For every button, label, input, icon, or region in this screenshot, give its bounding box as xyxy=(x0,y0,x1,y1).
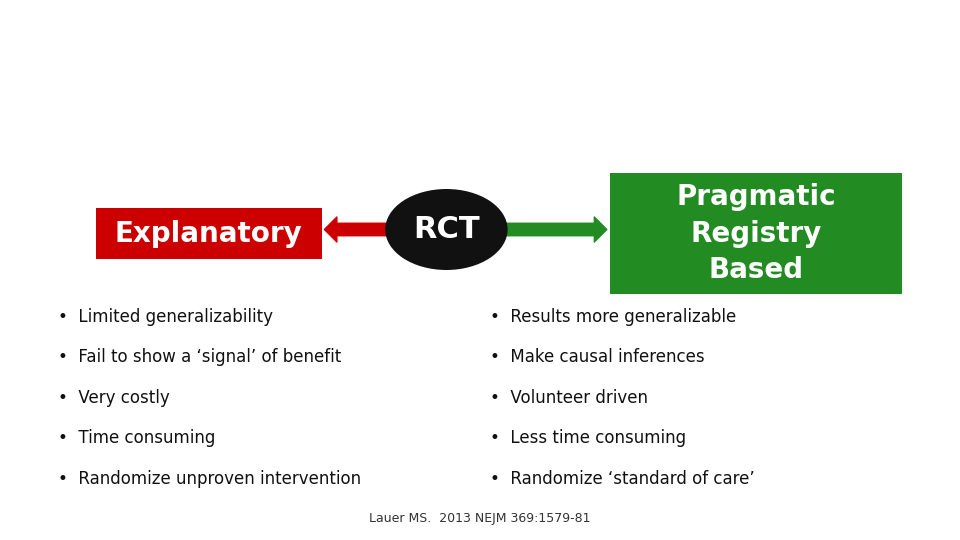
Text: •  Randomize ‘standard of care’: • Randomize ‘standard of care’ xyxy=(490,470,755,488)
Text: •  Less time consuming: • Less time consuming xyxy=(490,429,685,447)
Text: •  Make causal inferences: • Make causal inferences xyxy=(490,348,705,366)
Text: Explanatory: Explanatory xyxy=(115,220,302,247)
Ellipse shape xyxy=(385,189,508,270)
FancyArrowPatch shape xyxy=(324,217,413,242)
FancyBboxPatch shape xyxy=(96,208,322,259)
FancyArrowPatch shape xyxy=(480,217,607,242)
Text: •  Limited generalizability: • Limited generalizability xyxy=(58,308,273,326)
Text: •  Very costly: • Very costly xyxy=(58,389,169,407)
Text: Pragmatic
Registry
Based: Pragmatic Registry Based xyxy=(676,183,836,285)
Text: •  Time consuming: • Time consuming xyxy=(58,429,215,447)
Text: RCT: RCT xyxy=(413,215,480,244)
Text: Randomized Controlled Trial Formats: Randomized Controlled Trial Formats xyxy=(162,23,798,52)
Text: Lauer MS.  2013 NEJM 369:1579-81: Lauer MS. 2013 NEJM 369:1579-81 xyxy=(370,512,590,525)
Text: •  Volunteer driven: • Volunteer driven xyxy=(490,389,648,407)
Text: •  Results more generalizable: • Results more generalizable xyxy=(490,308,736,326)
Text: •  Fail to show a ‘signal’ of benefit: • Fail to show a ‘signal’ of benefit xyxy=(58,348,341,366)
FancyBboxPatch shape xyxy=(610,173,902,294)
Text: •  Randomize unproven intervention: • Randomize unproven intervention xyxy=(58,470,361,488)
